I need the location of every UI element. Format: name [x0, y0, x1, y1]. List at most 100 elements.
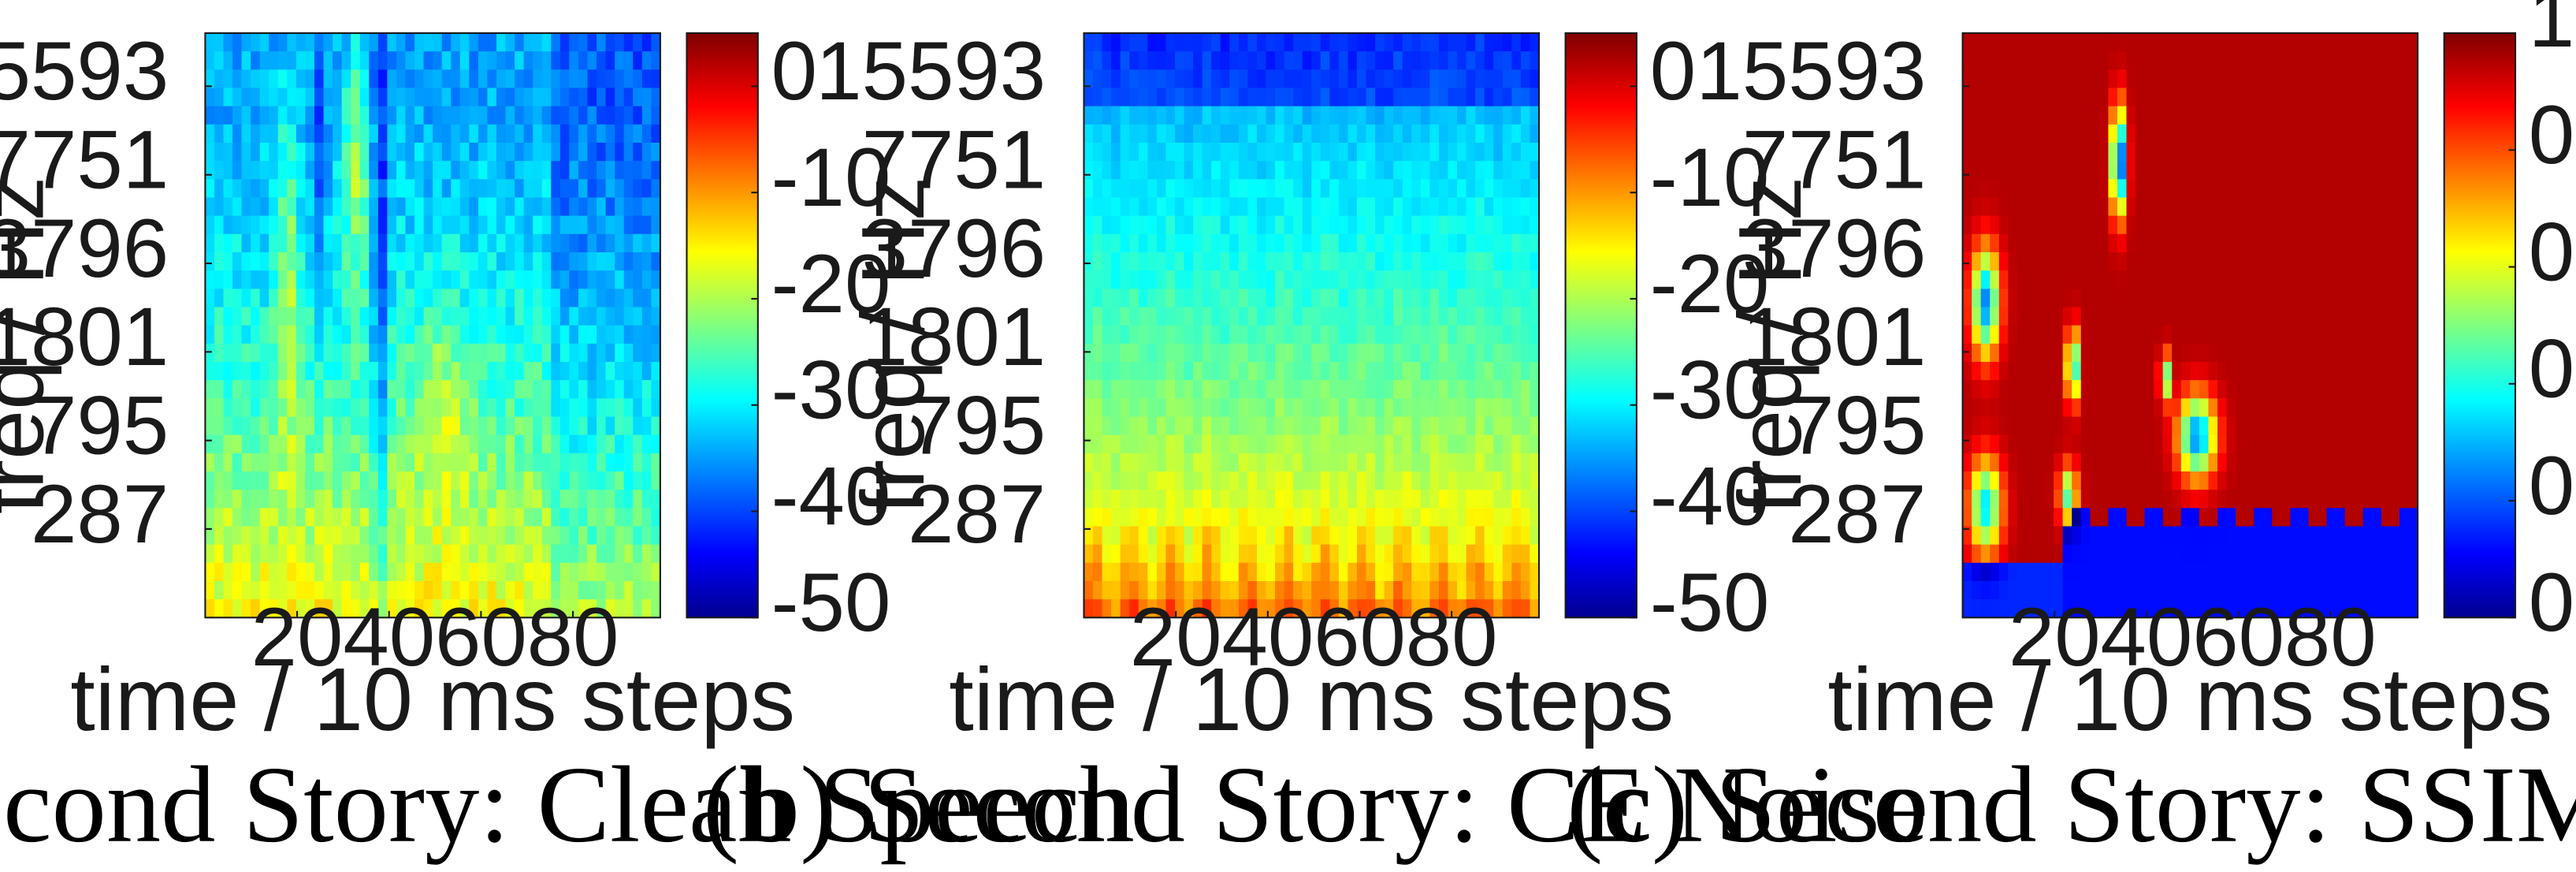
heatmap-cell [505, 51, 515, 70]
heatmap-cell [414, 343, 425, 363]
heatmap-cell [578, 416, 589, 436]
heatmap-cell [459, 453, 470, 472]
heatmap-cell [515, 599, 525, 618]
heatmap-cell [487, 453, 497, 472]
heatmap-cell [1384, 508, 1394, 527]
heatmap-cell [1220, 325, 1230, 345]
heatmap-cell [269, 490, 279, 509]
heatmap-cell [414, 33, 425, 52]
heatmap-cell [478, 51, 489, 70]
heatmap-cell [1429, 106, 1440, 125]
heatmap-cell [2381, 599, 2392, 618]
heatmap-cell [451, 398, 461, 418]
heatmap-cell [2136, 106, 2146, 125]
heatmap-cell [1530, 508, 1540, 527]
heatmap-cell [333, 416, 343, 436]
heatmap-cell [2217, 471, 2228, 490]
heatmap-cell [296, 270, 307, 289]
heatmap-cell [377, 325, 388, 345]
heatmap-cell [541, 307, 552, 326]
heatmap-cell [1393, 580, 1403, 600]
heatmap-cell [2199, 453, 2210, 472]
heatmap-cell [351, 124, 361, 143]
heatmap-cell [1256, 580, 1267, 600]
heatmap-cell [2136, 325, 2146, 345]
heatmap-cell [1320, 252, 1330, 271]
heatmap-cell [341, 307, 351, 326]
heatmap-cell [333, 526, 343, 546]
heatmap-cell [2154, 490, 2164, 509]
heatmap-cell [469, 361, 479, 381]
heatmap-cell [496, 307, 507, 326]
heatmap-cell [1138, 142, 1148, 162]
heatmap-cell [569, 233, 579, 253]
heatmap-cell [1084, 179, 1094, 199]
heatmap-cell [2390, 599, 2400, 618]
heatmap-cell [369, 142, 379, 162]
heatmap-cell [2008, 434, 2018, 454]
heatmap-cell [1502, 270, 1512, 289]
heatmap-cell [1356, 453, 1367, 472]
heatmap-cell [451, 215, 461, 235]
heatmap-cell [533, 179, 543, 199]
heatmap-cell [2399, 471, 2410, 490]
heatmap-cell [2280, 106, 2292, 125]
heatmap-cell [2054, 161, 2064, 180]
heatmap-cell [1375, 544, 1385, 564]
heatmap-cell [2162, 562, 2173, 582]
heatmap-cell [1084, 599, 1094, 618]
colorbar-tick-label: -40 [771, 450, 891, 542]
heatmap-cell [1990, 544, 2000, 564]
heatmap-cell [1202, 398, 1212, 418]
heatmap-cell [1247, 434, 1258, 454]
heatmap-cell [232, 416, 243, 436]
heatmap-cell [1520, 434, 1531, 454]
heatmap-cell [2108, 197, 2118, 217]
heatmap-cell [2072, 69, 2082, 89]
y-axis-label: freq / Hz [1720, 177, 1820, 514]
heatmap-cell [2354, 471, 2364, 490]
heatmap-cell [1375, 453, 1385, 472]
heatmap-cell [451, 434, 461, 454]
heatmap-cell [1347, 215, 1358, 235]
heatmap-cell [551, 580, 561, 600]
heatmap-cell [2399, 325, 2410, 345]
heatmap-cell [2217, 51, 2228, 70]
heatmap-cell [1475, 580, 1485, 600]
heatmap-cell [2026, 270, 2036, 289]
heatmap-cell [1202, 142, 1212, 162]
heatmap-cell [641, 599, 652, 618]
heatmap-cell [1420, 343, 1431, 363]
heatmap-cell [2308, 562, 2318, 582]
heatmap-cell [1102, 215, 1112, 235]
heatmap-cell [2108, 233, 2118, 253]
heatmap-cell [2144, 215, 2154, 235]
heatmap-cell [2399, 380, 2410, 399]
heatmap-cell [396, 252, 407, 271]
heatmap-cell [1511, 416, 1522, 436]
heatmap-cell [1502, 453, 1512, 472]
heatmap-cell [1220, 179, 1230, 199]
heatmap-cell [414, 416, 425, 436]
heatmap-cell [1247, 161, 1258, 180]
heatmap-cell [2354, 508, 2364, 527]
heatmap-cell [1229, 599, 1240, 618]
heatmap-cell [2008, 343, 2018, 363]
heatmap-cell [341, 343, 351, 363]
heatmap-cell [2017, 215, 2028, 235]
heatmap-cell [2154, 380, 2164, 399]
heatmap-cell [396, 233, 407, 253]
heatmap-cell [2280, 453, 2292, 472]
heatmap-cell [2062, 453, 2072, 472]
heatmap-cell [1972, 124, 1982, 143]
heatmap-cell [1520, 88, 1531, 107]
heatmap-cell [377, 33, 388, 52]
heatmap-cell [523, 562, 533, 582]
colorbar [1564, 32, 1637, 619]
heatmap-cell [387, 562, 397, 582]
heatmap-cell [287, 526, 297, 546]
heatmap-cell [277, 51, 288, 70]
heatmap-cell [214, 252, 225, 271]
heatmap-cell [1420, 88, 1431, 107]
